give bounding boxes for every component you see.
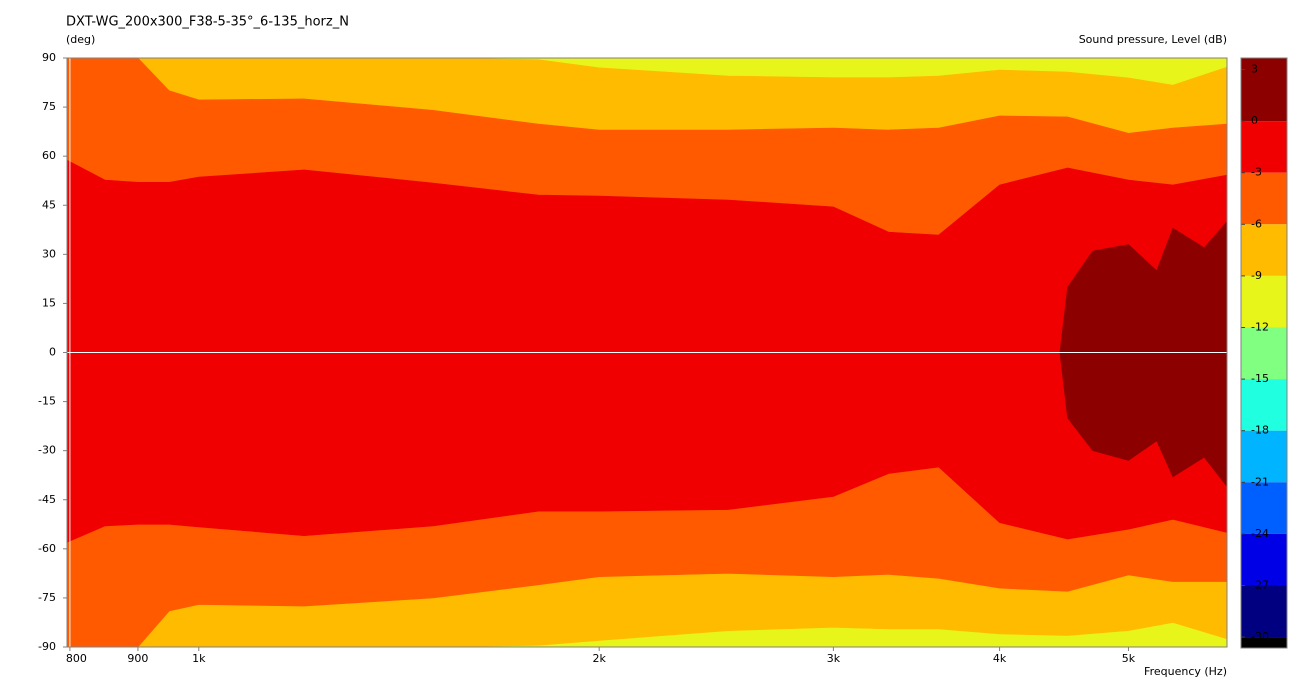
colorbar-tick-label: 0 — [1251, 114, 1258, 127]
x-tick-label: 4k — [993, 652, 1007, 665]
colorbar-tick-label: -21 — [1251, 475, 1269, 488]
y-tick-label: -15 — [38, 395, 56, 408]
y-tick-label: 15 — [42, 296, 56, 309]
y-tick-label: -75 — [38, 591, 56, 604]
x-axis-label: Frequency (Hz) — [1144, 665, 1227, 678]
colorbar-segment — [1241, 172, 1287, 225]
y-axis-label: (deg) — [66, 33, 95, 46]
y-tick-label: -60 — [38, 542, 56, 555]
colorbar-frame — [1240, 57, 1288, 649]
y-tick-label: 30 — [42, 247, 56, 260]
y-tick-label: 75 — [42, 100, 56, 113]
y-tick-label: -90 — [38, 640, 56, 653]
colorbar-segment — [1241, 327, 1287, 380]
colorbar-segment — [1241, 379, 1287, 431]
colorbar-tick-label: 3 — [1251, 63, 1258, 76]
colorbar: 3 0 -3 -6 -9 -12 -15 -18 -21 -24 -27 -30 — [1240, 57, 1288, 649]
colorbar-segment — [1241, 533, 1287, 586]
contour-band — [66, 352, 1228, 543]
colorbar-tick-label: -9 — [1251, 269, 1262, 282]
colorbar-segment — [1241, 430, 1287, 483]
y-tick-label: 45 — [42, 198, 56, 211]
chart-title: DXT-WG_200x300_F38-5-35°_6-135_horz_N — [66, 15, 349, 30]
x-tick-label: 1k — [192, 652, 206, 665]
colorbar-segment — [1241, 224, 1287, 276]
x-tick-label: 800 — [66, 652, 87, 665]
colorbar-tick-label: -15 — [1251, 372, 1269, 385]
colorbar-tick-label: -3 — [1251, 166, 1262, 179]
colorbar-tick-label: -30 — [1251, 630, 1269, 643]
x-tick-label: 3k — [827, 652, 841, 665]
contour-band — [66, 159, 1228, 353]
colorbar-label: Sound pressure, Level (dB) — [1079, 33, 1227, 46]
colorbar-segment — [1241, 121, 1287, 173]
colorbar-tick-label: -18 — [1251, 424, 1269, 437]
plot-area — [66, 57, 1228, 648]
colorbar-segment — [1241, 58, 1287, 122]
colorbar-tick-label: -6 — [1251, 217, 1262, 230]
x-tick-label: 5k — [1122, 652, 1136, 665]
colorbar-tick-label: -27 — [1251, 579, 1269, 592]
y-tick-label: 90 — [42, 51, 56, 64]
colorbar-segment — [1241, 637, 1287, 648]
x-tick-label: 2k — [592, 652, 606, 665]
colorbar-segment — [1241, 275, 1287, 328]
colorbar-tick-label: -12 — [1251, 321, 1269, 334]
y-tick-label: 0 — [49, 346, 56, 359]
colorbar-tick-label: -24 — [1251, 527, 1269, 540]
colorbar-segment — [1241, 482, 1287, 534]
y-tick-label: -45 — [38, 493, 56, 506]
y-tick-label: -30 — [38, 444, 56, 457]
colorbar-segment — [1241, 585, 1287, 638]
x-tick-label: 900 — [127, 652, 148, 665]
y-tick-label: 60 — [42, 149, 56, 162]
